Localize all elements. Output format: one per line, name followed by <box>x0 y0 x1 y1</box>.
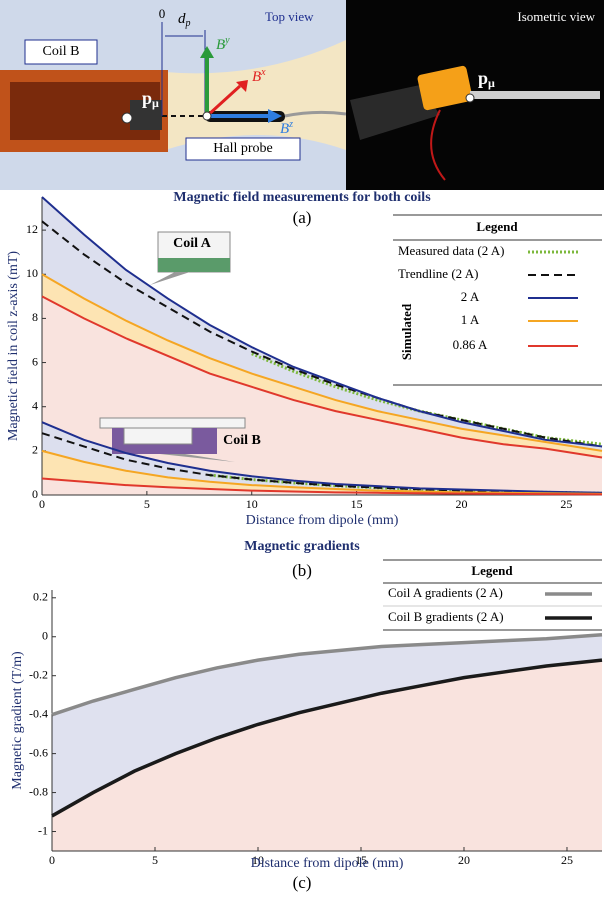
dipole-dot <box>122 113 132 123</box>
legend-label: Measured data (2 A) <box>398 243 505 258</box>
chart-title: Magnetic field measurements for both coi… <box>173 190 431 205</box>
legend-label: 2 A <box>461 289 480 304</box>
y-axis-label: Magnetic gradient (T/m) <box>10 651 25 790</box>
legend-label: 0.86 A <box>453 337 488 352</box>
chart-title: Magnetic gradients <box>244 539 360 554</box>
x-tick-label: 0 <box>39 497 45 511</box>
superscript: x <box>260 67 266 78</box>
y-tick-label: 2 <box>32 443 38 457</box>
iso-view-label: Isometric view <box>517 9 595 24</box>
x-axis-label: Distance from dipole (mm) <box>251 856 404 871</box>
x-tick-label: 20 <box>455 497 467 511</box>
caption: (a) <box>293 208 312 227</box>
legend-title: Legend <box>471 563 513 578</box>
coil-label: Coil B <box>43 44 80 59</box>
subscript: μ <box>152 96 159 110</box>
probe-label: Hall probe <box>213 141 272 156</box>
page: { "panel_a": { "coil_label": "Coil B", "… <box>0 0 604 899</box>
y-tick-label: -0.8 <box>29 784 48 798</box>
legend-label: Trendline (2 A) <box>398 266 478 281</box>
legend-label: Coil B gradients (2 A) <box>388 609 504 624</box>
legend-label: Coil A gradients (2 A) <box>388 585 503 600</box>
caption: (b) <box>292 561 312 580</box>
subscript: μ <box>488 76 495 90</box>
coil-b-drawing <box>100 418 245 428</box>
y-tick-label: 0 <box>32 487 38 501</box>
y-tick-label: 10 <box>26 266 38 280</box>
dipole-dot-iso <box>466 94 474 102</box>
annotation: Coil A <box>173 236 212 251</box>
annotation: Coil B <box>223 433 261 448</box>
callout <box>150 272 190 285</box>
y-tick-label: 6 <box>32 354 38 368</box>
caption: (c) <box>293 873 312 892</box>
symbol: p <box>142 88 152 108</box>
x-tick-label: 5 <box>152 853 158 867</box>
x-tick-label: 5 <box>144 497 150 511</box>
y-tick-label: -1 <box>38 823 48 837</box>
y-axis-label: Magnetic field in coil z-axis (mT) <box>6 251 21 441</box>
y-tick-label: -0.6 <box>29 745 48 759</box>
subscript: p <box>185 18 191 29</box>
origin-label: 0 <box>159 6 166 21</box>
x-tick-label: 10 <box>246 497 258 511</box>
symbol: B <box>252 69 261 85</box>
y-tick-label: -0.4 <box>29 706 48 720</box>
x-tick-label: 25 <box>560 497 572 511</box>
legend-group: Simulated <box>399 303 414 360</box>
x-tick-label: 20 <box>458 853 470 867</box>
symbol: B <box>216 37 225 53</box>
x-tick-label: 15 <box>351 497 363 511</box>
x-axis-label: Distance from dipole (mm) <box>246 513 399 528</box>
y-tick-label: 8 <box>32 310 38 324</box>
y-tick-label: 0 <box>42 628 48 642</box>
probe-dot <box>203 112 211 120</box>
x-tick-label: 25 <box>561 853 573 867</box>
superscript: y <box>224 35 230 46</box>
top-view-label: Top view <box>265 9 314 24</box>
coil-a-core <box>158 258 230 272</box>
y-tick-label: 4 <box>32 398 38 412</box>
legend-title: Legend <box>476 219 518 234</box>
y-tick-label: -0.2 <box>29 667 48 681</box>
symbol: B <box>280 121 289 137</box>
x-tick-label: 0 <box>49 853 55 867</box>
y-tick-label: 0.2 <box>33 590 48 604</box>
figure: Coil B 0 dp Top view By Bx Bz pμ Hall pr… <box>0 0 604 899</box>
legend-label: 1 A <box>461 312 480 327</box>
symbol: p <box>478 68 488 88</box>
coil-b-slot <box>124 428 192 444</box>
superscript: z <box>288 119 293 130</box>
y-tick-label: 12 <box>26 222 38 236</box>
